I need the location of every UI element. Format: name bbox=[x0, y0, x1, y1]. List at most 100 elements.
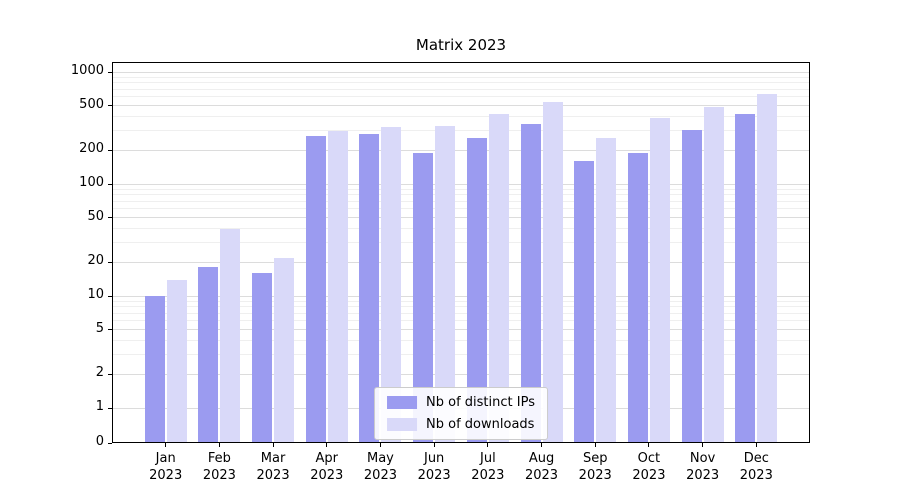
x-axis-tick-mark bbox=[326, 443, 328, 447]
bar-downloads-nov bbox=[703, 106, 724, 443]
plot-area bbox=[112, 62, 810, 443]
bar-downloads-oct bbox=[649, 117, 670, 443]
bar-distinct-ips-may bbox=[359, 133, 380, 443]
bar-distinct-ips-oct bbox=[627, 152, 648, 443]
y-axis-tick-label: 200 bbox=[79, 141, 104, 157]
y-axis-tick-mark bbox=[108, 183, 112, 185]
bar-distinct-ips-jul bbox=[466, 138, 487, 443]
y-axis-tick-mark bbox=[108, 261, 112, 263]
legend-swatch-distinct-ips bbox=[387, 396, 418, 409]
bar-distinct-ips-dec bbox=[735, 114, 756, 443]
x-axis-tick-label: Oct 2023 bbox=[632, 451, 666, 483]
chart-title: Matrix 2023 bbox=[415, 36, 507, 54]
x-axis-tick-label: Jul 2023 bbox=[471, 451, 505, 483]
y-axis-tick-label: 5 bbox=[95, 320, 104, 336]
minor-gridline bbox=[112, 354, 810, 356]
bar-downloads-aug bbox=[542, 101, 563, 443]
y-axis-tick-mark bbox=[108, 71, 112, 73]
x-axis-tick-label: Nov 2023 bbox=[686, 451, 720, 483]
y-axis-tick-label: 1000 bbox=[70, 63, 104, 78]
x-axis-tick-mark bbox=[487, 443, 489, 447]
x-axis-tick-mark bbox=[755, 443, 757, 447]
bar-downloads-feb bbox=[220, 228, 241, 443]
minor-gridline bbox=[112, 116, 810, 118]
bar-downloads-apr bbox=[327, 130, 348, 443]
legend-label-distinct-ips: Nb of distinct IPs bbox=[426, 395, 535, 410]
x-axis-tick-mark bbox=[272, 443, 274, 447]
x-axis-tick-label: Jan 2023 bbox=[149, 451, 183, 483]
minor-gridline bbox=[112, 130, 810, 132]
y-axis-tick-mark bbox=[108, 442, 112, 444]
x-axis-tick-label: Dec 2023 bbox=[739, 451, 773, 483]
y-axis-tick-mark bbox=[108, 149, 112, 151]
bar-distinct-ips-jan bbox=[144, 296, 165, 443]
x-axis-tick-mark bbox=[433, 443, 435, 447]
x-axis-tick-label: Apr 2023 bbox=[310, 451, 344, 483]
minor-gridline bbox=[112, 242, 810, 244]
y-axis-tick-mark bbox=[108, 329, 112, 331]
y-axis-tick-label: 100 bbox=[79, 175, 104, 190]
legend: Nb of distinct IPs Nb of downloads bbox=[374, 387, 548, 440]
major-gridline bbox=[112, 329, 810, 331]
x-axis-tick-mark bbox=[541, 443, 543, 447]
bar-downloads-may bbox=[381, 127, 402, 443]
minor-gridline bbox=[112, 96, 810, 98]
y-axis-tick-label: 0 bbox=[95, 434, 104, 449]
y-axis-tick-label: 10 bbox=[87, 287, 104, 302]
minor-gridline bbox=[112, 340, 810, 342]
bar-distinct-ips-mar bbox=[252, 273, 273, 443]
major-gridline bbox=[112, 105, 810, 107]
x-axis-tick-mark bbox=[648, 443, 650, 447]
bar-distinct-ips-feb bbox=[198, 267, 219, 443]
bar-downloads-jul bbox=[488, 114, 509, 443]
x-axis-tick-label: Aug 2023 bbox=[524, 451, 559, 483]
x-axis-tick-mark bbox=[594, 443, 596, 447]
bar-downloads-sep bbox=[596, 137, 617, 443]
legend-label-downloads: Nb of downloads bbox=[426, 417, 535, 432]
x-axis-tick-label: Mar 2023 bbox=[256, 451, 290, 483]
bar-downloads-jan bbox=[166, 279, 187, 443]
y-axis-tick-label: 50 bbox=[87, 208, 104, 224]
minor-gridline bbox=[112, 76, 810, 78]
x-axis-tick-label: May 2023 bbox=[363, 451, 397, 483]
x-axis-tick-label: Sep 2023 bbox=[578, 451, 612, 483]
major-gridline bbox=[112, 71, 810, 73]
minor-gridline bbox=[112, 88, 810, 90]
legend-swatch-downloads bbox=[387, 418, 418, 431]
minor-gridline bbox=[112, 320, 810, 322]
bar-distinct-ips-sep bbox=[574, 161, 595, 443]
minor-gridline bbox=[112, 208, 810, 210]
bar-distinct-ips-jun bbox=[413, 152, 434, 443]
y-axis-tick-label: 2 bbox=[95, 365, 104, 381]
minor-gridline bbox=[112, 300, 810, 302]
minor-gridline bbox=[112, 82, 810, 84]
major-gridline bbox=[112, 149, 810, 151]
x-axis-tick-mark bbox=[218, 443, 220, 447]
y-axis-tick-mark bbox=[108, 217, 112, 219]
minor-gridline bbox=[112, 228, 810, 230]
y-axis-tick-label: 20 bbox=[87, 253, 104, 269]
y-axis-tick-mark bbox=[108, 105, 112, 107]
major-gridline bbox=[112, 217, 810, 219]
y-axis-tick-mark bbox=[108, 295, 112, 297]
bar-distinct-ips-apr bbox=[305, 135, 326, 443]
bar-downloads-jun bbox=[435, 125, 456, 443]
legend-item-downloads: Nb of downloads bbox=[387, 417, 535, 432]
legend-item-distinct-ips: Nb of distinct IPs bbox=[387, 395, 535, 410]
bar-downloads-dec bbox=[757, 94, 778, 443]
minor-gridline bbox=[112, 188, 810, 190]
minor-gridline bbox=[112, 200, 810, 202]
bar-distinct-ips-aug bbox=[520, 124, 541, 443]
x-axis-tick-label: Feb 2023 bbox=[202, 451, 236, 483]
minor-gridline bbox=[112, 306, 810, 308]
bar-downloads-mar bbox=[274, 257, 295, 443]
major-gridline bbox=[112, 295, 810, 297]
y-axis-tick-mark bbox=[108, 373, 112, 375]
minor-gridline bbox=[112, 194, 810, 196]
y-axis-tick-label: 500 bbox=[79, 96, 104, 112]
minor-gridline bbox=[112, 312, 810, 314]
x-axis-tick-mark bbox=[702, 443, 704, 447]
y-axis-tick-label: 1 bbox=[95, 399, 104, 414]
x-axis-tick-label: Jun 2023 bbox=[417, 451, 451, 483]
